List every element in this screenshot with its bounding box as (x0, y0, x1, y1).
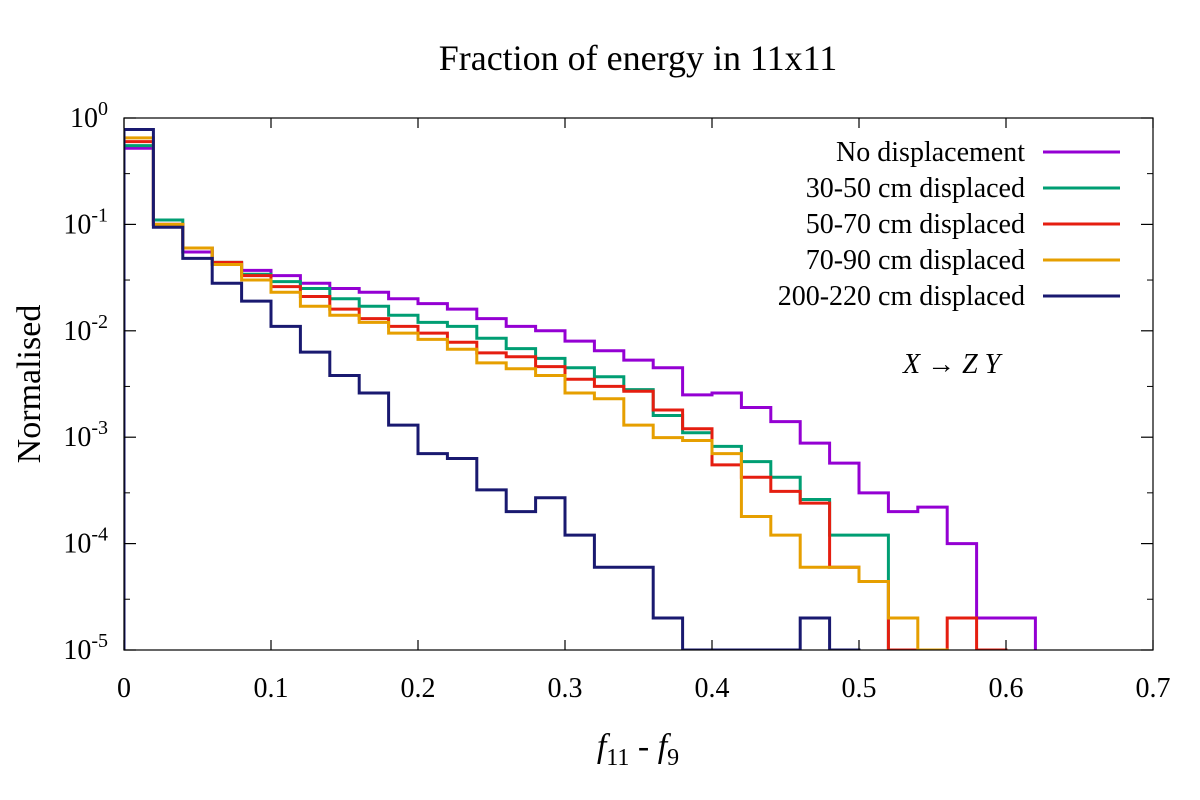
series-layer (124, 127, 1037, 650)
ticks-layer: 0 0.1 0.2 0.3 0.4 0.5 0.6 0.7 100 10-1 10-2 10-3 10-… (63, 98, 1170, 704)
series-line-3 (124, 136, 949, 650)
series-line-4 (124, 127, 861, 650)
legend: No displacement 30-50 cm displaced 50-70 c… (778, 137, 1120, 312)
series-line-0 (124, 146, 1037, 650)
legend-label-0: No displacement (836, 137, 1025, 168)
y-tick-label: 10-5 (63, 630, 108, 666)
series-line-1 (124, 144, 920, 650)
y-tick-label: 10-3 (63, 417, 108, 453)
x-tick-label: 0.7 (1136, 673, 1171, 704)
legend-label-3: 70-90 cm displaced (806, 245, 1025, 276)
x-tick-label: 0.5 (842, 673, 877, 704)
x-tick-label: 0.3 (548, 673, 583, 704)
x-tick-label: 0.4 (695, 673, 730, 704)
legend-label-4: 200-220 cm displaced (778, 281, 1025, 312)
y-tick-label: 100 (70, 98, 108, 134)
x-tick-label: 0.1 (254, 673, 289, 704)
legend-label-2: 50-70 cm displaced (806, 209, 1025, 240)
x-label-sub2: 9 (667, 745, 679, 771)
chart-title: Fraction of energy in 11x11 (439, 38, 838, 78)
x-tick-label: 0.6 (989, 673, 1024, 704)
legend-label-1: 30-50 cm displaced (806, 173, 1025, 204)
y-tick-label: 10-4 (63, 524, 108, 560)
plot-frame (123, 117, 1154, 651)
y-tick-label: 10-2 (63, 311, 108, 347)
x-axis-label: f11 - f9 (597, 728, 679, 771)
x-label-sep: - (629, 728, 657, 765)
y-tick-label: 10-1 (63, 204, 108, 240)
annotation: X → Z Y (902, 349, 1004, 380)
x-tick-label: 0.2 (401, 673, 436, 704)
x-tick-label: 0 (117, 673, 131, 704)
y-axis-label: Normalised (11, 305, 48, 464)
x-label-sub1: 11 (606, 745, 629, 771)
